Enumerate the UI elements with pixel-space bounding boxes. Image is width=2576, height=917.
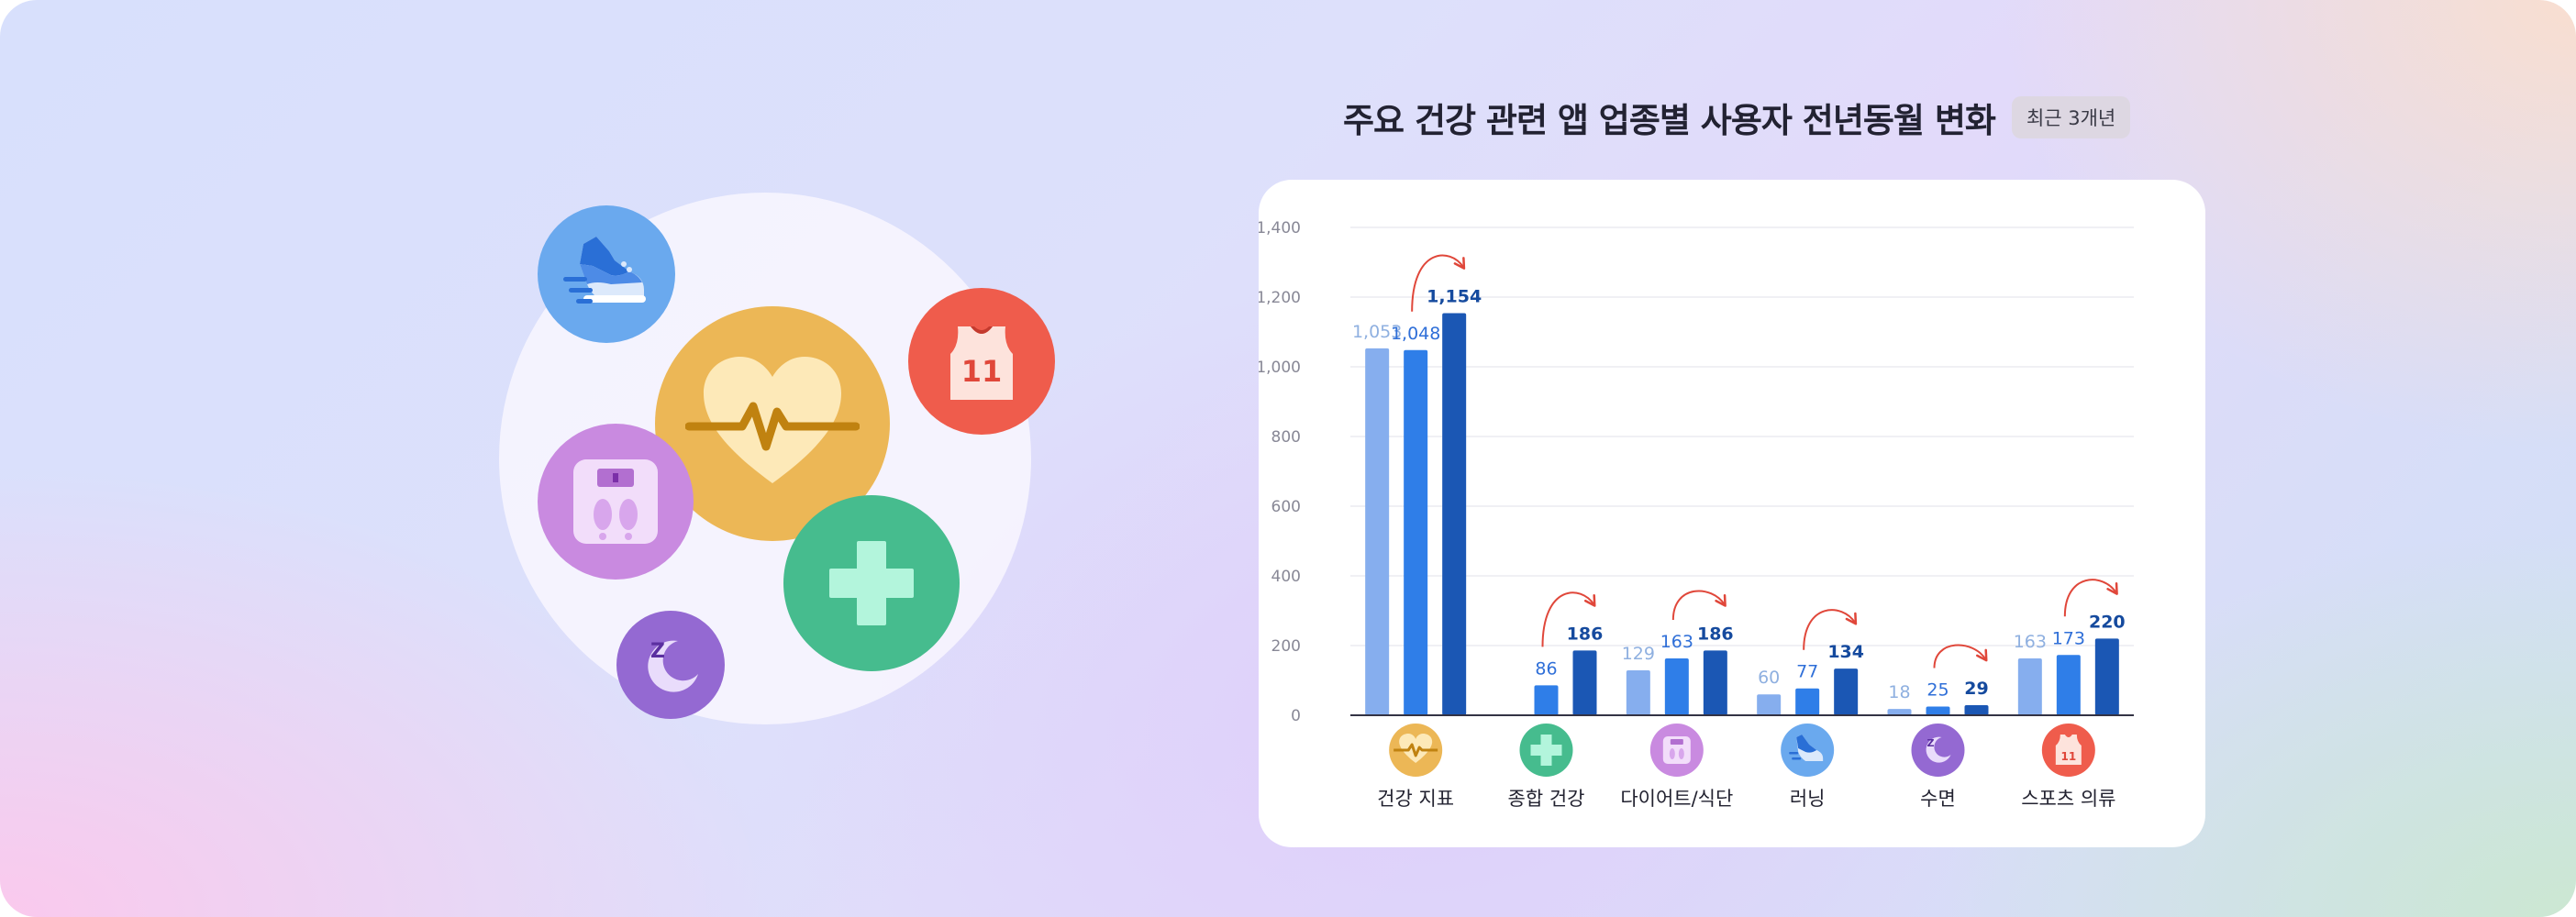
change-arrow bbox=[2063, 579, 2118, 617]
bar bbox=[1795, 688, 1820, 715]
category-label: 다이어트/식단 bbox=[1620, 788, 1733, 810]
data-label: 1,053 bbox=[1352, 322, 1402, 342]
bar bbox=[1572, 650, 1597, 715]
data-label: 163 bbox=[2014, 632, 2047, 652]
change-arrow bbox=[1411, 254, 1466, 312]
sleep-letter: Z bbox=[650, 640, 665, 663]
bar bbox=[1703, 650, 1727, 715]
y-tick-label: 1,200 bbox=[1259, 289, 1301, 307]
bar bbox=[1365, 348, 1390, 715]
bar bbox=[2094, 638, 2119, 715]
bubble-running-shoe bbox=[538, 205, 675, 343]
category-label: 러닝 bbox=[1790, 788, 1826, 810]
y-tick-label: 600 bbox=[1271, 498, 1301, 516]
category-label: 종합 건강 bbox=[1508, 788, 1585, 810]
data-label: 18 bbox=[1888, 682, 1910, 702]
svg-text:Z: Z bbox=[1927, 737, 1935, 749]
bar bbox=[1404, 349, 1428, 715]
scale-icon bbox=[1649, 724, 1704, 777]
category-label: 스포츠 의류 bbox=[2021, 788, 2115, 810]
bar bbox=[1834, 668, 1859, 715]
illustration: 11 bbox=[0, 0, 1193, 917]
data-label: 1,154 bbox=[1427, 286, 1482, 306]
scale-icon bbox=[573, 459, 658, 544]
heart-pulse-icon bbox=[1389, 724, 1443, 777]
y-tick-label: 1,000 bbox=[1259, 359, 1301, 377]
jersey-icon: 11 bbox=[950, 326, 1013, 400]
jersey-icon: 11 bbox=[2041, 724, 2095, 777]
data-label: 186 bbox=[1567, 624, 1604, 644]
bar bbox=[1664, 658, 1689, 715]
data-label: 220 bbox=[2089, 612, 2126, 632]
chart-title: 주요 건강 관련 앱 업종별 사용자 전년동월 변화 bbox=[1343, 101, 1996, 140]
bar bbox=[1887, 709, 1912, 715]
chart-card: 0 200 400 600 800 1,000 1,200 1,400 1,053 1,048 1,… bbox=[1259, 180, 2205, 847]
medical-cross-icon bbox=[829, 541, 914, 625]
change-arrow bbox=[1933, 644, 1988, 668]
data-label: 186 bbox=[1697, 624, 1734, 644]
chart-header: 주요 건강 관련 앱 업종별 사용자 전년동월 변화 최근 3개년 bbox=[1343, 92, 2131, 143]
bubble-moon: Z bbox=[616, 611, 725, 719]
bubble-medical-cross bbox=[783, 495, 960, 671]
data-label: 77 bbox=[1796, 662, 1818, 682]
data-label: 163 bbox=[1660, 632, 1693, 652]
moon-sleep-icon: Z bbox=[1911, 724, 1965, 777]
y-tick-label: 800 bbox=[1271, 428, 1301, 447]
bar bbox=[1964, 704, 1989, 715]
heart-pulse-icon bbox=[685, 357, 860, 483]
bar bbox=[1626, 669, 1650, 715]
data-label: 25 bbox=[1926, 680, 1949, 701]
medical-cross-icon bbox=[1519, 724, 1573, 777]
change-arrow bbox=[1803, 609, 1858, 650]
category-label: 수면 bbox=[1920, 788, 1956, 810]
bar bbox=[2017, 658, 2042, 715]
y-tick-label: 400 bbox=[1271, 568, 1301, 586]
data-label: 173 bbox=[2052, 628, 2085, 648]
data-label: 129 bbox=[1622, 644, 1655, 664]
bar bbox=[1757, 694, 1782, 715]
bar bbox=[2056, 655, 2081, 715]
running-shoe-icon bbox=[563, 237, 646, 304]
jersey-number: 11 bbox=[961, 354, 1003, 389]
running-shoe-icon bbox=[1781, 724, 1835, 777]
bar bbox=[1442, 313, 1467, 715]
category-label: 건강 지표 bbox=[1377, 788, 1454, 810]
period-badge: 최근 3개년 bbox=[2011, 96, 2131, 138]
bar bbox=[1926, 706, 1950, 715]
y-tick-label: 1,400 bbox=[1259, 219, 1301, 238]
data-label: 86 bbox=[1535, 658, 1557, 679]
data-label: 134 bbox=[1827, 642, 1864, 662]
bubble-scale bbox=[538, 424, 694, 580]
data-label: 60 bbox=[1758, 668, 1780, 688]
y-tick-label: 200 bbox=[1271, 637, 1301, 656]
change-arrow bbox=[1541, 591, 1596, 647]
change-arrow bbox=[1671, 590, 1727, 621]
data-label: 1,048 bbox=[1391, 324, 1440, 344]
y-tick-label: 0 bbox=[1291, 707, 1301, 725]
moon-sleep-icon: Z bbox=[648, 640, 698, 692]
bar bbox=[1534, 685, 1559, 715]
data-label: 29 bbox=[1964, 679, 1988, 699]
svg-text:11: 11 bbox=[2060, 750, 2076, 763]
bubble-jersey: 11 bbox=[908, 288, 1055, 435]
